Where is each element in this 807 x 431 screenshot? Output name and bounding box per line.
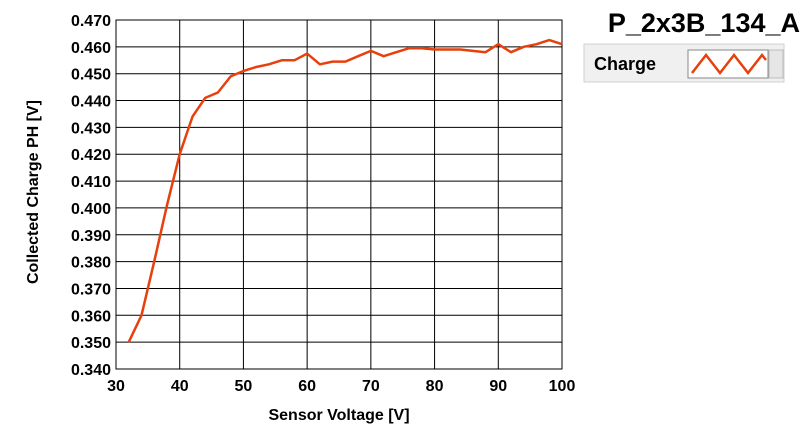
x-tick-label: 90 xyxy=(489,378,507,395)
y-tick-label: 0.390 xyxy=(71,228,111,245)
series-line-charge xyxy=(127,38,563,343)
y-tick-label: 0.410 xyxy=(71,174,111,191)
y-tick-label: 0.360 xyxy=(71,308,111,325)
x-tick-label: 100 xyxy=(549,378,576,395)
x-tick-label: 60 xyxy=(298,378,316,395)
y-tick-label: 0.380 xyxy=(71,255,111,272)
y-tick-label: 0.460 xyxy=(71,40,111,57)
y-tick-label: 0.430 xyxy=(71,120,111,137)
plot-area xyxy=(116,20,562,369)
y-tick-labels: 0.340 0.350 0.360 0.370 0.380 0.390 0.400 0.410… xyxy=(71,13,111,379)
y-tick-label: 0.340 xyxy=(71,362,111,379)
y-tick-label: 0.440 xyxy=(71,94,111,111)
y-tick-label: 0.400 xyxy=(71,201,111,218)
y-tick-label: 0.420 xyxy=(71,147,111,164)
y-tick-label: 0.470 xyxy=(71,13,111,30)
plot-frame xyxy=(115,19,563,370)
x-tick-label: 50 xyxy=(235,378,253,395)
legend-scrollbar[interactable] xyxy=(768,49,784,79)
chart-title: P_2x3B_134_A xyxy=(608,8,800,38)
y-tick-label: 0.370 xyxy=(71,281,111,298)
legend: Charge xyxy=(583,43,785,83)
x-axis-title: Sensor Voltage [V] xyxy=(268,407,409,424)
y-tick-label: 0.350 xyxy=(71,335,111,352)
y-tick-label: 0.450 xyxy=(71,67,111,84)
x-tick-label: 70 xyxy=(362,378,380,395)
x-tick-label: 80 xyxy=(426,378,444,395)
y-axis-title: Collected Charge PH [V] xyxy=(25,100,42,284)
legend-label-charge: Charge xyxy=(594,54,656,74)
x-tick-label: 30 xyxy=(107,378,125,395)
x-tick-label: 40 xyxy=(171,378,189,395)
legend-swatch-charge xyxy=(691,52,767,76)
x-tick-labels: 30 40 50 60 70 80 90 100 xyxy=(107,378,575,395)
